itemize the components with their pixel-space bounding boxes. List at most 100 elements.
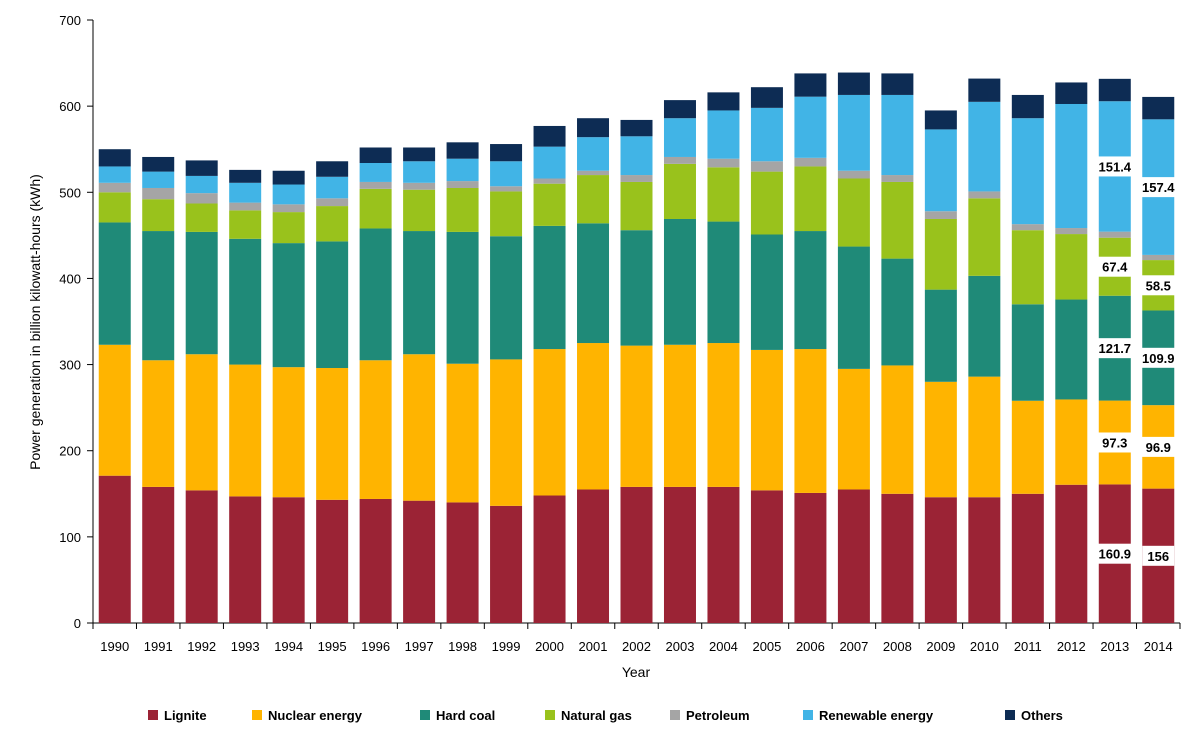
legend-label: Petroleum [686, 708, 750, 723]
data-label-background [1090, 338, 1139, 359]
bar-segment-natural-gas [577, 175, 610, 224]
bar-segment-hard-coal [272, 243, 305, 368]
bar-segment-natural-gas [359, 188, 392, 229]
bar-segment-others [1055, 82, 1088, 104]
bar-segment-petroleum [533, 178, 566, 184]
x-tick-label: 1999 [492, 639, 521, 654]
bar-segment-others [272, 170, 305, 185]
bar-segment-nuclear-energy [1055, 399, 1088, 485]
legend-swatch [1005, 710, 1015, 720]
bar-segment-nuclear-energy [272, 367, 305, 498]
bar-segment-lignite [185, 490, 218, 623]
bar-segment-hard-coal [881, 258, 914, 366]
y-tick-label: 700 [59, 13, 81, 28]
x-tick-label: 2003 [666, 639, 695, 654]
bar-segment-natural-gas [185, 203, 218, 232]
x-tick-label: 1991 [144, 639, 173, 654]
bar-segment-natural-gas [533, 183, 566, 226]
bar-segment-natural-gas [794, 166, 827, 232]
bar-segment-nuclear-energy [98, 344, 131, 476]
bar-segment-lignite [620, 486, 653, 623]
bar-segment-renewable-energy [663, 118, 696, 157]
bar-segment-renewable-energy [446, 158, 479, 182]
y-tick-label: 0 [74, 616, 81, 631]
bar-segment-lignite [707, 486, 740, 623]
bar-segment-hard-coal [446, 231, 479, 364]
bar-segment-natural-gas [620, 181, 653, 231]
y-tick-label: 400 [59, 271, 81, 286]
bar-segment-lignite [924, 497, 957, 623]
data-label-background [1090, 543, 1139, 564]
bar-segment-lignite [663, 486, 696, 623]
bar-segment-others [924, 110, 957, 130]
bar-segment-others [663, 100, 696, 119]
y-tick-label: 500 [59, 185, 81, 200]
bar-segment-hard-coal [490, 236, 523, 360]
x-tick-label: 1996 [361, 639, 390, 654]
bar-segment-others [98, 149, 131, 167]
bar-segment-nuclear-energy [663, 344, 696, 487]
bar-segment-nuclear-energy [750, 349, 783, 491]
bar-segment-nuclear-energy [490, 359, 523, 506]
legend-swatch [148, 710, 158, 720]
legend: Lignite Nuclear energy Hard coal Natural ga… [148, 708, 1063, 723]
bar-segment-renewable-energy [794, 96, 827, 158]
bar-segment-lignite [1055, 484, 1088, 623]
bar-segment-nuclear-energy [316, 368, 349, 500]
bar-segment-petroleum [968, 191, 1001, 199]
bar-segment-hard-coal [794, 231, 827, 350]
x-tick-label: 1994 [274, 639, 303, 654]
bar-segment-renewable-energy [924, 129, 957, 212]
data-label: 160.9 [1099, 547, 1132, 562]
bar-segment-petroleum [577, 170, 610, 176]
bar-segment-lignite [794, 492, 827, 623]
bar-segment-nuclear-energy [359, 360, 392, 499]
bar-segment-nuclear-energy [142, 360, 175, 487]
bar-segment-renewable-energy [316, 176, 349, 199]
x-tick-label: 2005 [752, 639, 781, 654]
bar-segment-hard-coal [837, 246, 870, 369]
bar-segment-others [1142, 96, 1175, 120]
bar-segment-natural-gas [272, 212, 305, 244]
bar-segment-renewable-energy [185, 175, 218, 194]
bar-segment-others [403, 147, 436, 162]
data-label: 157.4 [1142, 180, 1175, 195]
data-label: 121.7 [1099, 341, 1132, 356]
bar-segment-others [837, 72, 870, 95]
legend-swatch [803, 710, 813, 720]
x-tick-label: 2001 [579, 639, 608, 654]
bar-segment-nuclear-energy [185, 354, 218, 491]
data-label-background [1094, 432, 1135, 453]
y-tick-label: 300 [59, 358, 81, 373]
bar-segment-natural-gas [881, 181, 914, 259]
bar-segment-lignite [837, 489, 870, 623]
bar-segment-natural-gas [403, 189, 436, 232]
bar-segment-petroleum [490, 186, 523, 192]
x-tick-label: 1995 [318, 639, 347, 654]
bar-segment-lignite [577, 489, 610, 623]
bar-segment-nuclear-energy [837, 368, 870, 490]
bar-segment-hard-coal [98, 222, 131, 345]
y-axis-title: Power generation in billion kilowatt-hou… [27, 174, 43, 470]
bar-segment-nuclear-energy [403, 354, 436, 501]
x-tick-label: 2002 [622, 639, 651, 654]
bar-segment-renewable-energy [272, 184, 305, 205]
x-tick-label: 1990 [100, 639, 129, 654]
bar-segment-petroleum [98, 182, 131, 193]
bar-segment-renewable-energy [142, 171, 175, 188]
bar-segment-lignite [968, 497, 1001, 623]
data-label-background [1138, 275, 1179, 296]
bar-segment-natural-gas [707, 167, 740, 222]
legend-swatch [420, 710, 430, 720]
bar-segment-natural-gas [968, 198, 1001, 276]
bar-segment-lignite [229, 496, 262, 623]
legend-label: Hard coal [436, 708, 495, 723]
bar-segment-nuclear-energy [794, 349, 827, 493]
bar-segment-natural-gas [924, 218, 957, 290]
x-tick-label: 1992 [187, 639, 216, 654]
bar-segment-others [359, 147, 392, 163]
x-tick-label: 2014 [1144, 639, 1173, 654]
bar-segment-petroleum [185, 193, 218, 204]
bar-segment-renewable-energy [359, 162, 392, 182]
